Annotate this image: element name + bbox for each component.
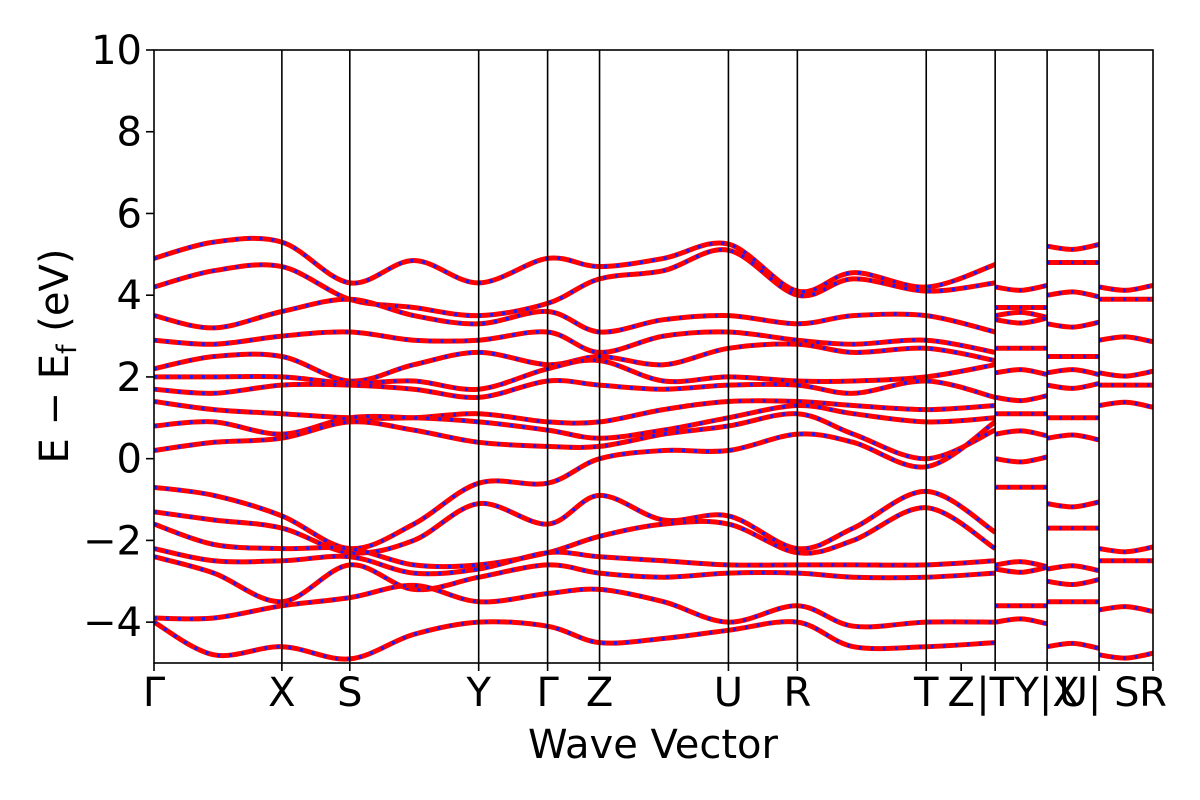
band-line-spin-up [1098,650,1153,661]
x-tick-label: R [1139,670,1167,716]
band-line-spin-down [1046,290,1100,299]
band-line-spin-up [154,546,996,577]
band-line-spin-down [1046,577,1100,587]
band-line-spin-down [994,455,1048,464]
x-tick-label: S [337,670,362,716]
x-tick-label: |T [976,670,1014,716]
band-lines [154,235,1153,662]
band-line-spin-down [994,310,1048,320]
band-line-spin-down [1046,433,1100,442]
y-axis-label-subscript: f [52,343,83,354]
band-line-spin-up [1098,334,1153,345]
band-line-spin-down [1098,369,1153,378]
band-line-spin-up [154,398,996,426]
band-line-spin-down [1046,563,1100,573]
band-line-spin-up [154,329,996,355]
band-line-spin-down [994,617,1048,626]
x-tick-label: Y [465,670,491,716]
band-line-spin-up [154,296,996,335]
band-line-spin-up [154,402,996,441]
band-line-spin-down [1098,545,1153,554]
band-line-spin-down [1046,242,1100,252]
y-tick-label: 6 [117,191,142,237]
band-line-spin-down [994,367,1048,377]
band-line-spin-up [1098,544,1153,555]
x-tick-label: X [268,670,295,716]
band-line-spin-down [1098,283,1153,293]
x-tick-label: Z [947,670,974,716]
y-tick-label: 2 [117,355,142,401]
band-line-spin-down [154,411,996,461]
band-line-spin-up [154,357,996,392]
plot-frame [153,49,1154,664]
band-line-spin-down [154,420,997,551]
y-tick-label: 4 [117,273,142,319]
band-line-spin-down [1046,367,1100,377]
x-tick-label: T [913,670,939,716]
band-line-spin-down [1046,500,1100,509]
y-axis-label-unit: (eV) [32,249,78,345]
x-axis-label: Wave Vector [528,722,779,768]
y-axis-label: E − Ef (eV) [32,249,83,464]
band-line-spin-down [154,236,996,294]
kpoint-divider-lines [281,50,1100,663]
band-line-spin-up [1098,399,1153,410]
y-axis-label-main: E − E [32,354,78,464]
y-tick-label: 0 [117,437,142,483]
y-tick-label: 10 [91,28,142,74]
x-tick-label: R [783,670,811,716]
band-line-spin-up [1098,282,1153,293]
y-tick-label: −4 [83,600,142,646]
band-line-spin-down [994,393,1048,403]
band-line-spin-down [994,429,1048,438]
y-tick-label: 8 [117,110,142,156]
band-line-spin-up [1098,368,1153,379]
band-line-spin-down [994,559,1048,569]
band-line-spin-down [154,505,997,569]
band-line-spin-down [1098,651,1153,660]
x-tick-label: Γ [143,670,166,716]
band-line-spin-up [1098,604,1153,614]
band-line-spin-down [154,619,996,661]
band-line-spin-up [154,582,996,630]
y-tick-label: −2 [83,518,142,564]
x-tick-label: U [714,670,743,716]
x-tick-label: U| S [1059,670,1140,716]
band-line-spin-up [154,554,996,605]
x-tick-label: Z [586,670,613,716]
x-tick-label: Γ [536,670,559,716]
band-line-spin-down [1098,400,1153,409]
band-line-spin-down [1046,641,1100,651]
band-line-spin-down [994,316,1048,325]
band-line-spin-down [994,565,1048,575]
band-line-spin-up [154,488,997,556]
band-line-spin-down [994,283,1048,293]
band-line-spin-down [1046,381,1100,391]
x-tick-label: Y|X [1013,670,1079,716]
band-line-spin-up [154,378,996,401]
band-line-spin-down [1098,335,1153,344]
band-line-spin-down [1098,604,1153,614]
y-axis-ticks: −4 −2 0 2 4 6 8 10 [83,28,154,646]
band-line-spin-down [154,247,996,318]
band-line-spin-down [1046,320,1100,329]
